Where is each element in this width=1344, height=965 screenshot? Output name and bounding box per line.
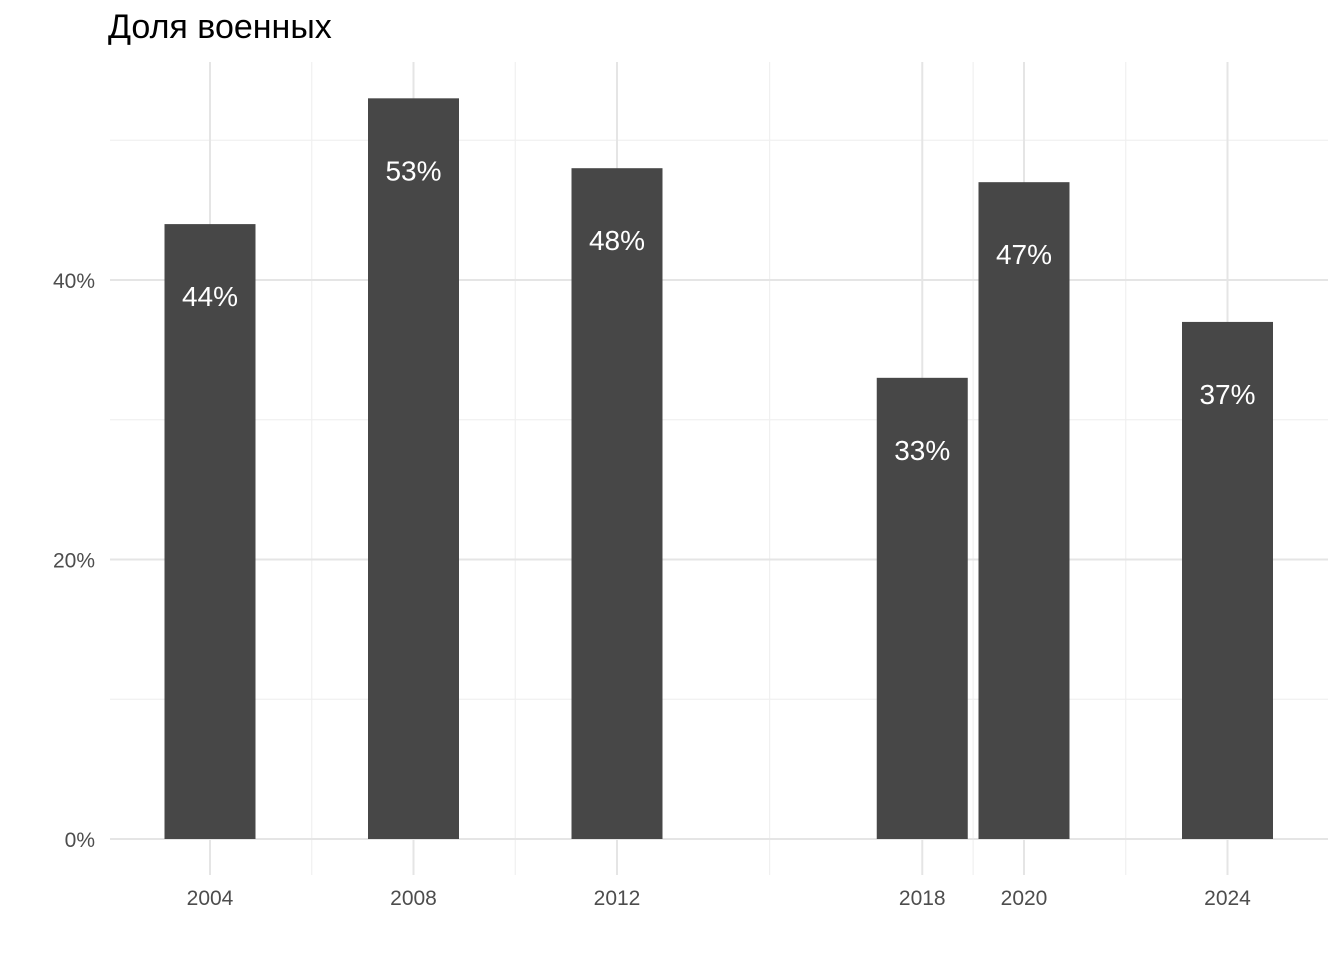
y-tick-label: 20% <box>53 550 95 573</box>
x-tick-label: 2012 <box>594 887 641 910</box>
data-label-2020: 47% <box>996 239 1052 270</box>
data-label-2012: 48% <box>589 225 645 256</box>
y-tick-label: 40% <box>53 270 95 293</box>
bar-2018 <box>876 377 968 839</box>
data-label-2008: 53% <box>385 155 441 186</box>
x-tick-label: 2018 <box>899 887 946 910</box>
x-tick-label: 2004 <box>187 887 234 910</box>
chart-title: Доля военных <box>108 8 332 46</box>
bar-2024 <box>1182 321 1273 839</box>
bar-2012 <box>571 168 663 839</box>
y-tick-label: 0% <box>65 829 95 852</box>
x-tick-label: 2008 <box>390 887 437 910</box>
data-label-2004: 44% <box>182 281 238 312</box>
bar-2008 <box>368 98 459 839</box>
data-label-2024: 37% <box>1199 379 1255 410</box>
x-tick-label: 2020 <box>1001 887 1048 910</box>
bar-2020 <box>978 182 1070 840</box>
bar-2004 <box>164 224 256 840</box>
data-label-2018: 33% <box>894 435 950 466</box>
x-tick-label: 2024 <box>1204 887 1251 910</box>
